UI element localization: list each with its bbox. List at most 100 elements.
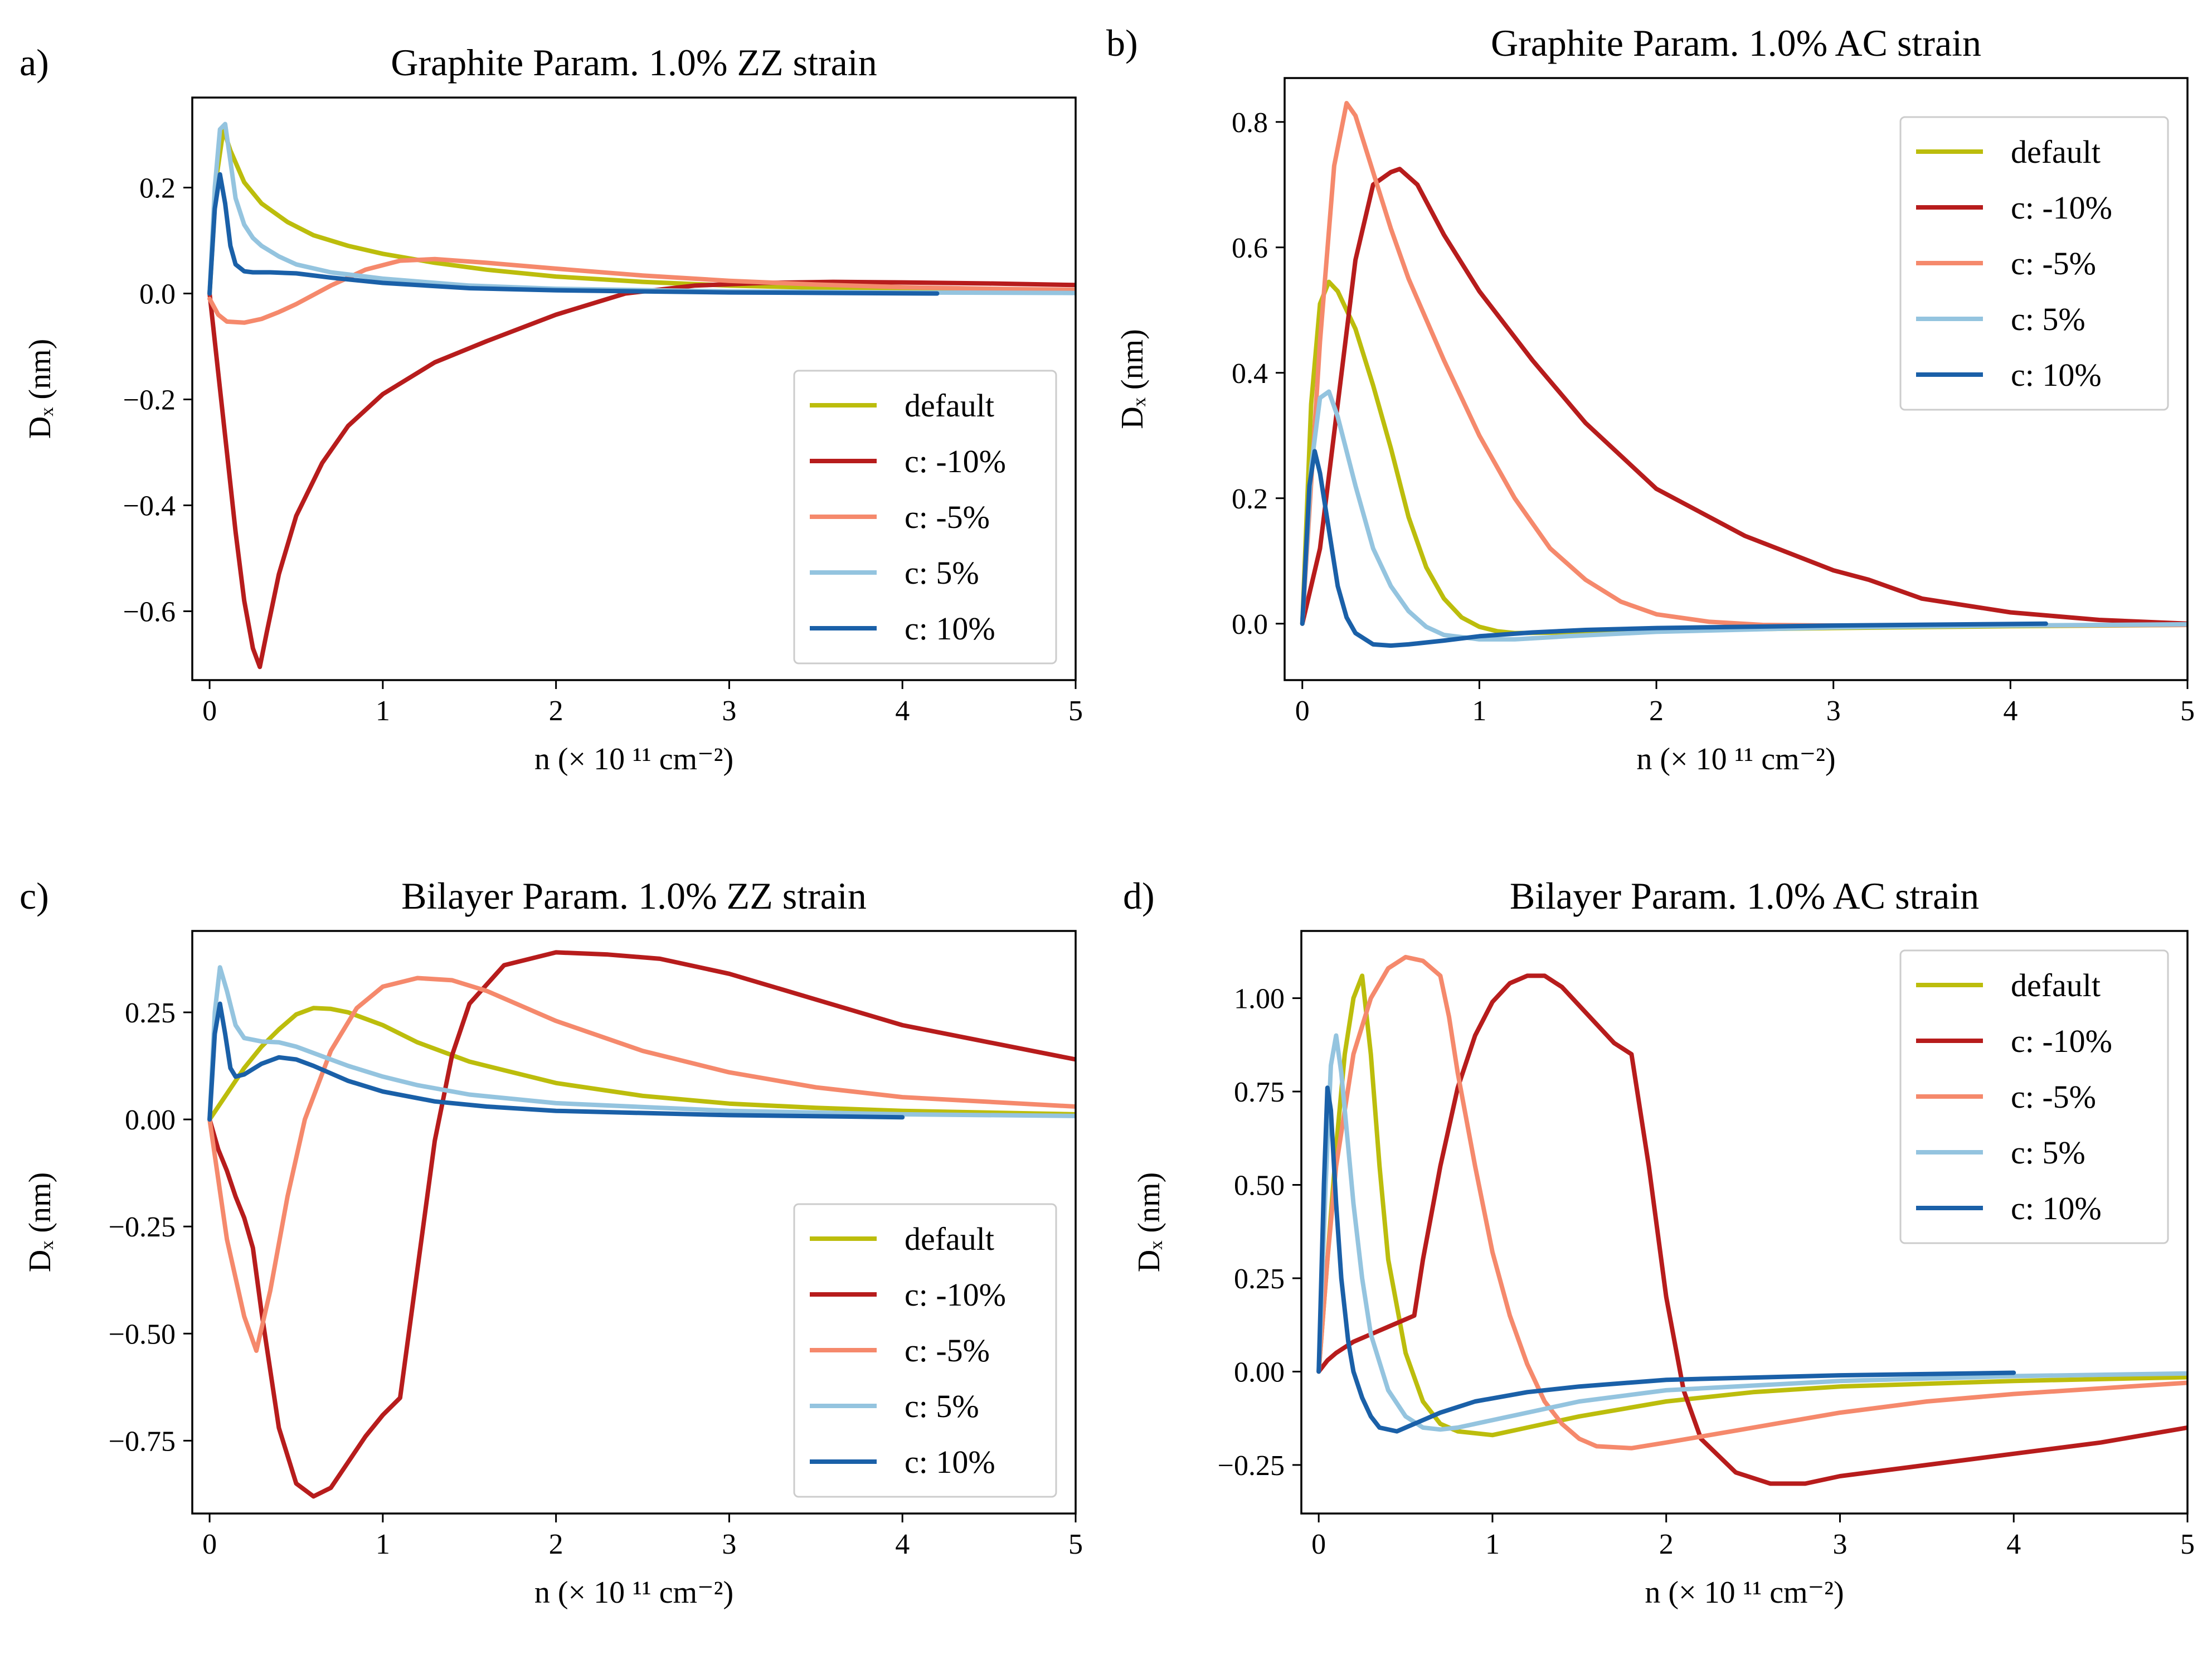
panel-a: a) Graphite Param. 1.0% ZZ strain 0 1 2 3 4 5 0.…	[20, 41, 1083, 777]
legend-entry-b-4: c: 10%	[2011, 357, 2102, 393]
x-tick-label-d-0: 0	[1311, 1529, 1326, 1560]
series-line-a-2	[207, 256, 1076, 325]
legend-entry-c-3: c: 5%	[905, 1388, 979, 1424]
y-tick-label-c-1: 0.00	[125, 1104, 176, 1136]
legend-box-c	[793, 1203, 1057, 1498]
x-tick-label-d-5: 5	[2180, 1529, 2195, 1560]
plot-frame-b	[1284, 77, 2189, 681]
chart-title-a: Graphite Param. 1.0% ZZ strain	[391, 41, 877, 84]
x-tick-label-c-3: 3	[722, 1529, 736, 1560]
legend-box-d	[1899, 949, 2169, 1244]
y-tick-label-c-2: −0.25	[109, 1211, 176, 1243]
series-line-d-2	[1316, 954, 2187, 1451]
series-line-c-1	[207, 950, 1076, 1499]
y-axis-label-c: Dₓ (nm)	[23, 1172, 57, 1273]
series-line-c-2	[207, 976, 1076, 1353]
x-tick-label-b-3: 3	[1826, 695, 1841, 727]
x-tick-label-d-4: 4	[2006, 1529, 2021, 1560]
plot-frame-d	[1300, 930, 2189, 1515]
legend-c: default c: -10% c: -5% c: 5% c: 10%	[793, 1203, 1057, 1498]
x-tick-label-c-2: 2	[549, 1529, 563, 1560]
y-tick-label-a-4: −0.6	[123, 596, 176, 628]
series-line-a-0	[207, 127, 1076, 296]
series-group-b	[1300, 101, 2187, 648]
chart-title-d: Bilayer Param. 1.0% AC strain	[1510, 875, 1979, 917]
legend-entry-d-3: c: 5%	[2011, 1134, 2085, 1171]
chart-title-c: Bilayer Param. 1.0% ZZ strain	[401, 875, 867, 917]
legend-entry-a-0: default	[905, 387, 994, 424]
panel-label-c: c)	[20, 875, 49, 917]
x-axis-label-d: n (× 10 ¹¹ cm⁻²)	[1645, 1575, 1844, 1610]
series-group-d	[1316, 954, 2187, 1486]
x-axis-label-b: n (× 10 ¹¹ cm⁻²)	[1636, 742, 1835, 777]
plot-frame-a	[191, 96, 1077, 681]
x-tick-label-c-0: 0	[202, 1529, 217, 1560]
x-tick-label-d-1: 1	[1485, 1529, 1500, 1560]
y-tick-label-a-2: −0.2	[123, 385, 176, 416]
series-line-a-4	[207, 172, 940, 296]
y-axis-label-a: Dₓ (nm)	[23, 339, 57, 439]
x-tick-label-b-4: 4	[2003, 695, 2017, 727]
legend-entry-b-0: default	[2011, 134, 2101, 170]
panel-label-a: a)	[20, 41, 49, 84]
legend-entry-d-1: c: -10%	[2011, 1023, 2112, 1059]
y-tick-label-b-1: 0.2	[1232, 483, 1268, 515]
legend-entry-c-1: c: -10%	[905, 1277, 1006, 1313]
series-line-d-1	[1316, 973, 2187, 1486]
x-tick-label-c-5: 5	[1068, 1529, 1083, 1560]
legend-box-b	[1899, 116, 2169, 411]
series-line-b-3	[1300, 389, 2187, 642]
x-tick-label-d-2: 2	[1659, 1529, 1674, 1560]
series-group-c	[207, 950, 1076, 1499]
x-tick-label-c-4: 4	[895, 1529, 910, 1560]
series-line-d-3	[1316, 1033, 2187, 1432]
series-line-b-2	[1300, 101, 2187, 628]
series-line-c-3	[207, 965, 1076, 1122]
legend-b: default c: -10% c: -5% c: 5% c: 10%	[1899, 116, 2169, 411]
y-axis-label-b: Dₓ (nm)	[1115, 329, 1150, 429]
panel-c: c) Bilayer Param. 1.0% ZZ strain 0 1 2 3 4 5 0.2…	[20, 875, 1083, 1610]
legend-entry-d-2: c: -5%	[2011, 1079, 2096, 1115]
x-tick-label-a-2: 2	[549, 695, 563, 727]
y-tick-label-d-0: 1.00	[1234, 983, 1285, 1015]
y-tick-label-b-2: 0.4	[1232, 358, 1268, 390]
x-tick-label-a-0: 0	[202, 695, 217, 727]
y-tick-label-c-3: −0.50	[109, 1318, 176, 1350]
legend-entry-c-0: default	[905, 1221, 994, 1257]
x-tick-label-b-1: 1	[1472, 695, 1486, 727]
series-line-a-3	[207, 122, 1076, 296]
series-line-d-0	[1316, 973, 2187, 1438]
y-tick-label-b-3: 0.6	[1232, 232, 1268, 264]
x-tick-label-a-4: 4	[895, 695, 910, 727]
y-tick-label-d-5: −0.25	[1218, 1450, 1285, 1482]
legend-entry-a-1: c: -10%	[905, 443, 1006, 479]
series-line-c-0	[207, 1006, 1076, 1122]
panel-label-b: b)	[1106, 22, 1138, 64]
series-line-c-4	[207, 1001, 905, 1122]
plot-frame-c	[191, 930, 1077, 1515]
y-tick-label-a-3: −0.4	[123, 491, 176, 522]
y-axis-label-d: Dₓ (nm)	[1132, 1172, 1166, 1273]
x-tick-label-d-3: 3	[1832, 1529, 1847, 1560]
x-tick-label-a-3: 3	[722, 695, 736, 727]
legend-d: default c: -10% c: -5% c: 5% c: 10%	[1899, 949, 2169, 1244]
y-tick-label-d-4: 0.00	[1234, 1356, 1285, 1388]
legend-entry-a-2: c: -5%	[905, 499, 990, 535]
y-tick-label-a-1: 0.0	[139, 279, 176, 311]
legend-entry-d-0: default	[2011, 967, 2101, 1003]
legend-box-a	[793, 370, 1057, 664]
legend-entry-a-4: c: 10%	[905, 610, 995, 647]
y-tick-label-b-0: 0.0	[1232, 609, 1268, 641]
panel-b: b) Graphite Param. 1.0% AC strain 0 1 2 3 4 5 0.…	[1106, 22, 2195, 777]
y-tick-label-d-1: 0.75	[1234, 1076, 1285, 1108]
x-axis-label-c: n (× 10 ¹¹ cm⁻²)	[534, 1575, 733, 1610]
legend-entry-d-4: c: 10%	[2011, 1190, 2102, 1226]
y-tick-label-a-0: 0.2	[139, 173, 176, 205]
series-group-a	[207, 122, 1076, 670]
panel-label-d: d)	[1123, 875, 1155, 917]
x-tick-label-c-1: 1	[376, 1529, 390, 1560]
legend-entry-b-3: c: 5%	[2011, 301, 2085, 337]
chart-title-b: Graphite Param. 1.0% AC strain	[1491, 22, 1981, 64]
x-tick-label-b-5: 5	[2180, 695, 2195, 727]
